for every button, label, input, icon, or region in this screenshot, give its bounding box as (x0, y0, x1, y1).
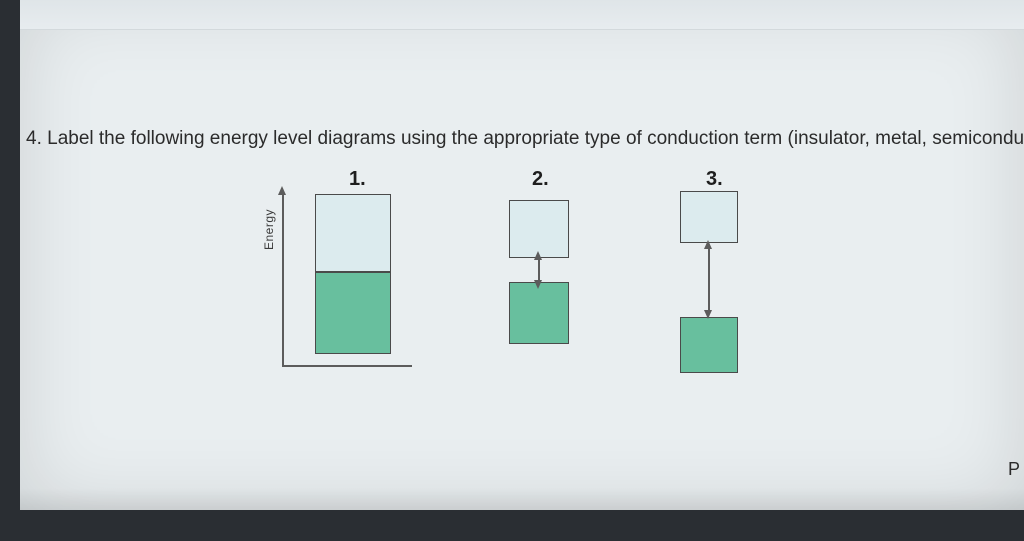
y-axis-label: Energy (262, 209, 276, 250)
d3-valence-band (680, 317, 738, 373)
y-axis-line (282, 194, 284, 366)
question-text: 4. Label the following energy level diag… (26, 128, 1024, 150)
d3-gap-arrow-down (704, 310, 712, 319)
diagram-label-3: 3. (706, 168, 723, 191)
d2-gap-line (538, 258, 540, 282)
page-top-band (20, 0, 1024, 30)
page-bottom-shadow (20, 488, 1024, 510)
worksheet-page: 4. Label the following energy level diag… (20, 0, 1024, 510)
diagram-label-2: 2. (532, 168, 549, 191)
d2-gap-arrow-down (534, 280, 542, 289)
question-body: Label the following energy level diagram… (47, 128, 1024, 149)
d2-valence-band (509, 282, 569, 344)
d2-gap-arrow-up (534, 251, 542, 260)
d1-valence-band (315, 272, 391, 354)
d3-conduction-band (680, 191, 738, 243)
page-corner-letter: P (1008, 459, 1020, 480)
diagram-label-1: 1. (349, 168, 366, 191)
d3-gap-arrow-up (704, 240, 712, 249)
x-axis-line (282, 365, 412, 367)
d3-gap-line (708, 248, 710, 312)
d1-conduction-band (315, 194, 391, 272)
y-axis-arrow (278, 186, 286, 195)
question-number: 4. (26, 128, 42, 149)
d2-conduction-band (509, 200, 569, 258)
